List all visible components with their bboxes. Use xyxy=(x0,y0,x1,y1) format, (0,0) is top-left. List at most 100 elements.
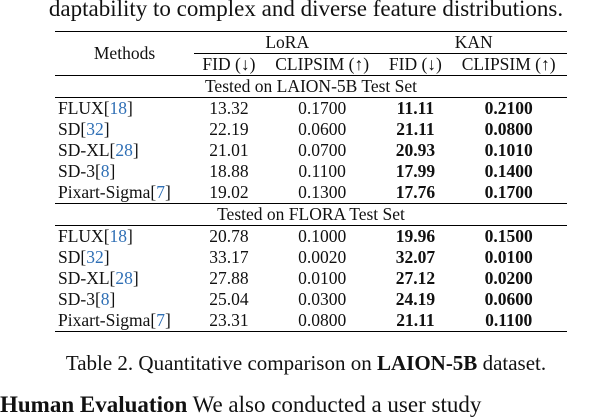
citation-close-bracket: ] xyxy=(164,182,171,202)
section-title: Tested on FLORA Test Set xyxy=(55,203,567,226)
citation-open-bracket: [ xyxy=(103,226,110,246)
method-name: SD-XL xyxy=(58,268,110,288)
citation-ref: 18 xyxy=(109,98,128,118)
citation-ref: 28 xyxy=(115,268,133,288)
lora-clipsim-header: CLIPSIM (↑) xyxy=(275,54,370,74)
kan-clipsim-cell: 0.0800 xyxy=(484,119,533,139)
citation-close-bracket: ] xyxy=(109,161,116,181)
method-name: SD-XL xyxy=(58,140,110,160)
table-row: SD-XL[28] 21.01 0.0700 20.93 0.1010 xyxy=(55,140,567,161)
lora-fid-cell: 18.88 xyxy=(209,161,249,181)
citation-open-bracket: [ xyxy=(80,247,87,267)
lora-fid-cell: 27.88 xyxy=(209,268,249,288)
citation-open-bracket: [ xyxy=(80,119,87,139)
table-row: FLUX[18] 20.78 0.1000 19.96 0.1500 xyxy=(55,226,567,248)
kan-fid-cell: 27.12 xyxy=(395,268,436,288)
table-row: SD-3[8] 18.88 0.1100 17.99 0.1400 xyxy=(55,161,567,182)
method-name: SD xyxy=(58,119,81,139)
following-text-rest: We also conducted a user study xyxy=(187,392,482,417)
table-row: SD-3[8] 25.04 0.0300 24.19 0.0600 xyxy=(55,289,567,310)
lora-clipsim-cell: 0.0600 xyxy=(298,119,347,139)
kan-fid-cell: 32.07 xyxy=(395,247,436,267)
method-name-cell: SD-3[8] xyxy=(55,289,194,310)
kan-fid-cell: 24.19 xyxy=(395,289,436,309)
table-row: FLUX[18] 13.32 0.1700 11.11 0.2100 xyxy=(55,98,567,120)
lora-group-header: LoRA xyxy=(194,31,381,54)
kan-fid-cell: 17.76 xyxy=(395,182,436,202)
lora-fid-cell: 20.78 xyxy=(209,226,249,246)
kan-clipsim-cell: 0.0600 xyxy=(484,289,533,309)
method-name-cell: Pixart-Sigma[7] xyxy=(55,182,194,204)
method-name-cell: Pixart-Sigma[7] xyxy=(55,310,194,332)
citation-close-bracket: ] xyxy=(127,226,133,246)
lora-fid-header: FID (↓) xyxy=(202,54,256,74)
method-name-cell: FLUX[18] xyxy=(55,98,194,120)
method-name-cell: SD-XL[28] xyxy=(55,140,194,161)
section-header-row: Tested on FLORA Test Set xyxy=(55,203,567,226)
citation-close-bracket: ] xyxy=(127,98,133,118)
citation-close-bracket: ] xyxy=(103,119,110,139)
lora-clipsim-cell: 0.0700 xyxy=(298,140,347,160)
lora-clipsim-cell: 0.0100 xyxy=(298,268,347,288)
citation-ref: 32 xyxy=(86,119,104,139)
citation-close-bracket: ] xyxy=(132,268,139,288)
citation-ref: 8 xyxy=(100,161,110,181)
table-row: SD[32] 33.17 0.0020 32.07 0.0100 xyxy=(55,247,567,268)
table-row: SD-XL[28] 27.88 0.0100 27.12 0.0200 xyxy=(55,268,567,289)
section-title: Tested on LAION-5B Test Set xyxy=(55,75,567,98)
lora-clipsim-cell: 0.0300 xyxy=(298,289,347,309)
methods-header: Methods xyxy=(55,31,194,76)
method-name: Pixart-Sigma xyxy=(58,182,151,202)
lora-clipsim-cell: 0.0020 xyxy=(298,247,347,267)
method-name-cell: SD-3[8] xyxy=(55,161,194,182)
results-table: Methods LoRA KAN FID (↓) CLIPSIM (↑) FID… xyxy=(55,31,567,332)
citation-close-bracket: ] xyxy=(109,289,116,309)
lora-fid-cell: 19.02 xyxy=(209,182,249,202)
citation-ref: 18 xyxy=(109,226,128,246)
method-name: SD xyxy=(58,247,81,267)
kan-clipsim-cell: 0.1400 xyxy=(484,161,533,181)
citation-close-bracket: ] xyxy=(132,140,139,160)
kan-clipsim-cell: 0.1010 xyxy=(484,140,533,160)
kan-clipsim-cell: 0.1100 xyxy=(450,310,567,332)
kan-group-header: KAN xyxy=(380,31,567,54)
kan-clipsim-cell: 0.1700 xyxy=(484,182,533,202)
citation-ref: 8 xyxy=(100,289,110,309)
citation-open-bracket: [ xyxy=(103,98,110,118)
caption-suffix: dataset. xyxy=(477,351,547,375)
kan-fid-cell: 21.11 xyxy=(380,310,451,332)
results-table-container: Methods LoRA KAN FID (↓) CLIPSIM (↑) FID… xyxy=(55,31,567,332)
lora-fid-cell: 22.19 xyxy=(209,119,249,139)
method-name-cell: SD[32] xyxy=(55,247,194,268)
method-name: Pixart-Sigma xyxy=(58,310,151,330)
kan-fid-cell: 11.11 xyxy=(396,98,435,118)
following-text-bold: Human Evaluation xyxy=(0,392,188,417)
kan-fid-header: FID (↓) xyxy=(388,54,442,74)
citation-ref: 32 xyxy=(86,247,104,267)
following-text-line: Human Evaluation We also conducted a use… xyxy=(0,391,612,419)
kan-clipsim-cell: 0.1500 xyxy=(484,226,533,246)
citation-ref: 7 xyxy=(156,182,165,202)
kan-clipsim-cell: 0.0200 xyxy=(484,268,533,288)
citation-open-bracket: [ xyxy=(109,268,116,288)
citation-ref: 7 xyxy=(156,310,165,330)
kan-clipsim-cell: 0.0100 xyxy=(484,247,533,267)
kan-clipsim-cell: 0.2100 xyxy=(484,98,533,118)
table-row: SD[32] 22.19 0.0600 21.11 0.0800 xyxy=(55,119,567,140)
kan-fid-cell: 21.11 xyxy=(396,119,435,139)
kan-fid-cell: 19.96 xyxy=(395,226,436,246)
citation-close-bracket: ] xyxy=(103,247,110,267)
caption-dataset-name: LAION-5B xyxy=(376,351,478,375)
table-caption: Table 2. Quantitative comparison on LAIO… xyxy=(0,351,612,376)
citation-close-bracket: ] xyxy=(164,310,171,330)
lora-clipsim-cell: 0.1700 xyxy=(298,98,347,118)
header-row-groups: Methods LoRA KAN xyxy=(55,31,567,76)
citation-open-bracket: [ xyxy=(150,310,157,330)
method-name-cell: FLUX[18] xyxy=(55,226,194,248)
lora-fid-cell: 25.04 xyxy=(209,289,249,309)
header-row-metrics: FID (↓) CLIPSIM (↑) FID (↓) CLIPSIM (↑) xyxy=(55,54,567,76)
table-row: Pixart-Sigma[7] 19.02 0.1300 17.76 0.1700 xyxy=(55,182,567,204)
lora-clipsim-cell: 0.0800 xyxy=(263,310,381,332)
method-name-cell: SD-XL[28] xyxy=(55,268,194,289)
citation-open-bracket: [ xyxy=(94,161,101,181)
